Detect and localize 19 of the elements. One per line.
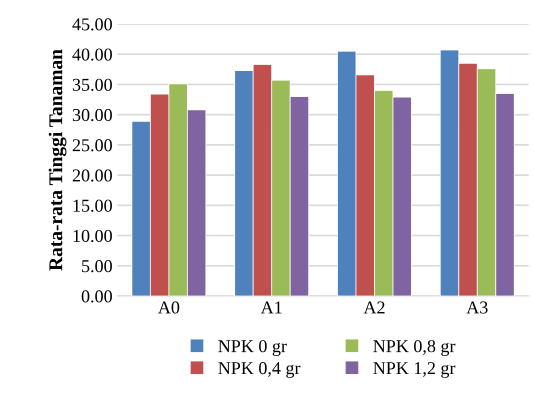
y-axis-title: Rata-rata Tinggi Tanaman <box>48 49 66 271</box>
y-tick-label: 0.00 <box>82 290 112 303</box>
y-tick-label: 25.00 <box>72 139 112 152</box>
y-tick-label: 45.00 <box>72 18 112 31</box>
legend-label: NPK 0,4 gr <box>218 362 300 378</box>
legend-label: NPK 0,8 gr <box>373 340 456 356</box>
x-tick-label: A3 <box>466 301 488 314</box>
x-tick-label: A2 <box>364 301 385 314</box>
y-tick-label: 15.00 <box>74 200 112 212</box>
y-tick-label: 30.00 <box>72 108 112 122</box>
y-tick-label: 40.00 <box>72 48 112 61</box>
legend-label: NPK 0 gr <box>218 340 287 356</box>
x-tick-label: A0 <box>158 301 180 314</box>
y-tick-label: 10.00 <box>74 230 112 242</box>
y-tick-label: 5.00 <box>82 260 112 272</box>
y-tick-label: 35.00 <box>72 78 112 91</box>
x-tick-label: A1 <box>260 301 282 314</box>
y-tick-label: 20.00 <box>72 169 112 182</box>
legend-label: NPK 1,2 gr <box>373 362 456 378</box>
